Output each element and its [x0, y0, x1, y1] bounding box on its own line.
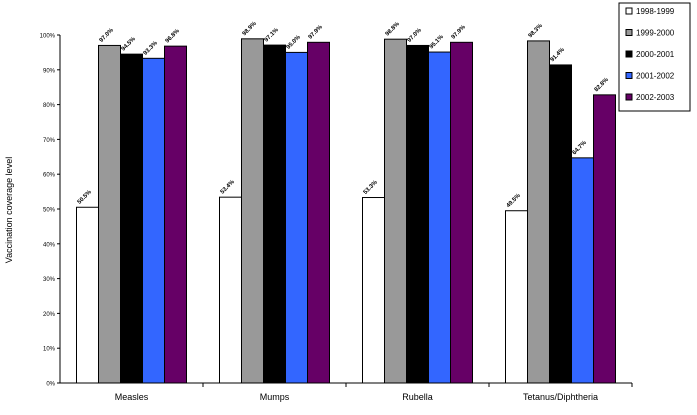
data-label: 53.3%: [363, 179, 380, 196]
data-label: 82.8%: [594, 77, 611, 94]
bar: [98, 44, 121, 384]
legend-swatch: [625, 50, 633, 58]
bar: [384, 38, 407, 384]
data-label: 64.7%: [572, 140, 589, 157]
bar: [142, 57, 165, 384]
bar: [362, 197, 385, 384]
data-label: 53.4%: [220, 179, 237, 196]
legend-label: 2000-2001: [636, 50, 675, 59]
data-label: 50.5%: [77, 189, 94, 206]
data-label: 97.9%: [308, 24, 325, 41]
bar: [571, 157, 594, 384]
data-label: 97.1%: [264, 27, 281, 44]
y-tick-label: 30%: [43, 277, 56, 283]
legend-label: 2001-2002: [636, 72, 675, 81]
y-tick-label: 70%: [43, 138, 56, 144]
bar: [219, 196, 242, 384]
bar: [307, 41, 330, 384]
y-tick-label: 100%: [40, 34, 56, 40]
legend-label: 1998-1999: [636, 7, 675, 16]
legend-swatch: [625, 93, 633, 101]
data-label: 97.0%: [407, 27, 424, 44]
data-label: 96.8%: [165, 28, 182, 45]
data-label: 98.9%: [242, 20, 259, 37]
category-label: Tetanus/Diphtheria: [523, 392, 598, 402]
y-tick-label: 10%: [43, 347, 56, 353]
legend-label: 2002-2003: [636, 93, 675, 102]
data-label: 94.5%: [121, 36, 138, 53]
data-label: 49.5%: [506, 192, 523, 209]
data-label: 98.8%: [385, 21, 402, 38]
y-tick-label: 60%: [43, 173, 56, 179]
data-label: 97.9%: [451, 24, 468, 41]
bar: [428, 51, 451, 384]
y-tick-label: 90%: [43, 68, 56, 74]
y-axis-label: Vaccination coverage level: [4, 157, 14, 263]
data-label: 95.0%: [286, 34, 303, 51]
bar: [527, 40, 550, 384]
data-label: 91.4%: [550, 47, 567, 64]
bar: [549, 64, 572, 384]
bar: [406, 44, 429, 384]
data-label: 97.0%: [99, 27, 116, 44]
bar: [285, 51, 308, 384]
y-tick-label: 80%: [43, 103, 56, 109]
data-label: 95.1%: [429, 34, 446, 51]
data-label: 93.3%: [143, 40, 160, 57]
legend-swatch: [625, 29, 633, 36]
category-label: Mumps: [260, 392, 290, 402]
y-tick-label: 40%: [43, 242, 56, 248]
bar: [263, 44, 286, 384]
bar: [76, 206, 99, 384]
bar: [164, 45, 187, 384]
data-label: 98.3%: [528, 23, 545, 40]
y-tick-label: 50%: [43, 208, 56, 214]
bar: [120, 53, 143, 384]
bar: [593, 94, 616, 384]
legend-swatch: [625, 72, 633, 79]
bar: [505, 210, 528, 384]
legend-swatch: [625, 7, 633, 15]
y-tick-label: 20%: [43, 312, 56, 318]
category-label: Measles: [115, 392, 149, 402]
category-label: Rubella: [402, 392, 433, 402]
y-tick-label: 0%: [46, 382, 55, 388]
bar: [450, 41, 473, 384]
bar: [241, 38, 264, 384]
legend-label: 1999-2000: [636, 29, 675, 38]
